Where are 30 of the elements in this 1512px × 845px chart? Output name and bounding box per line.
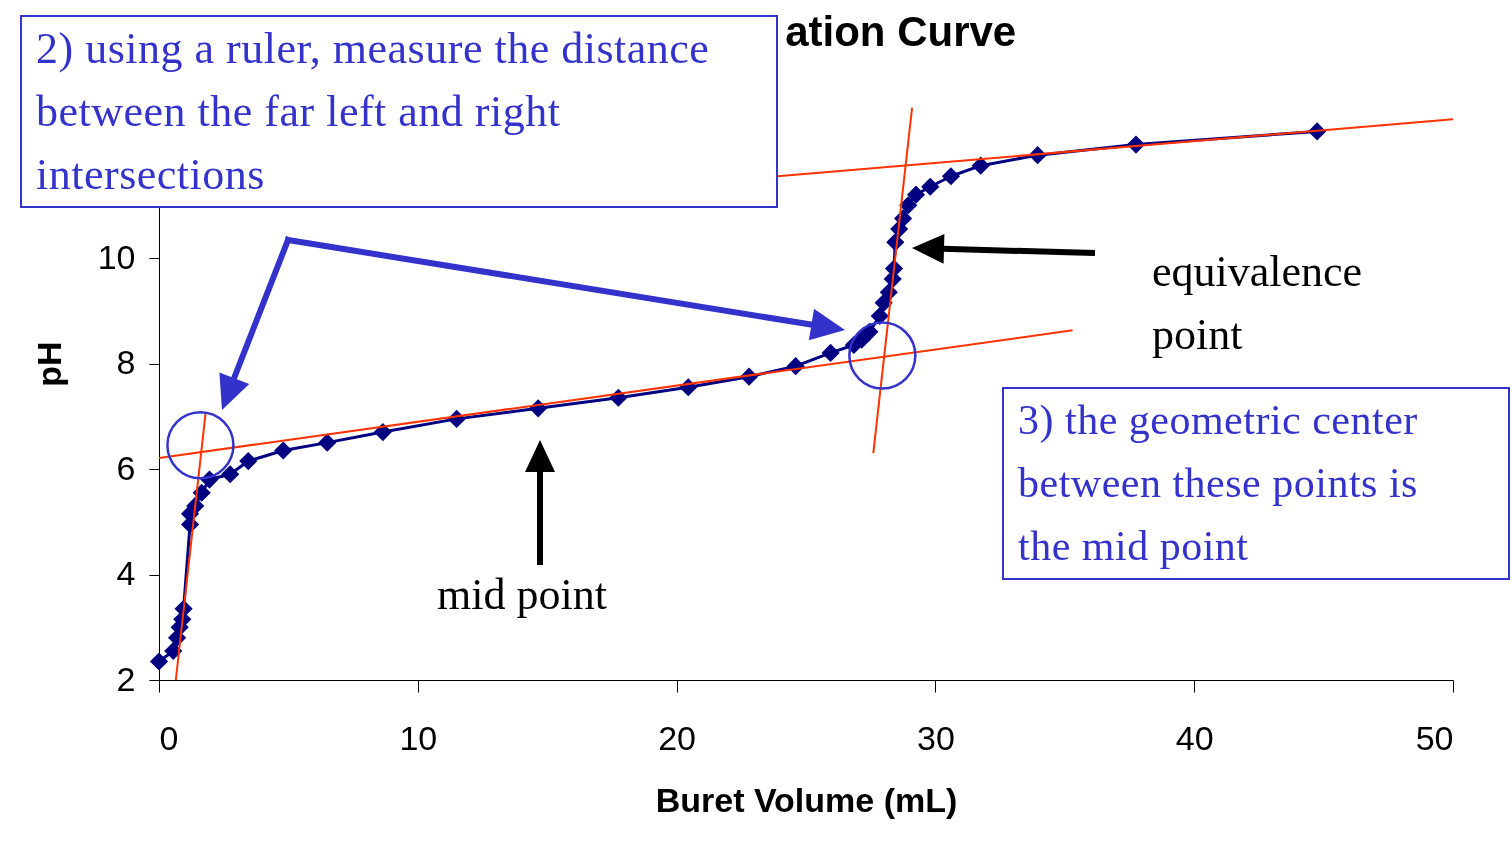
x-tick-label: 0 [159, 718, 179, 757]
x-tick-label: 40 [1175, 718, 1214, 757]
annotation: mid point [437, 569, 608, 621]
point [274, 441, 293, 460]
point [821, 343, 840, 363]
point [318, 433, 337, 452]
annotation: 3) the geometric center between these points is the mid point [1002, 387, 1510, 580]
x-tick-label: 20 [658, 718, 697, 757]
y-axis-title: pH [29, 341, 68, 387]
point [149, 652, 169, 671]
y-tick-label: 10 [97, 237, 136, 276]
y-tick-label: 2 [116, 659, 136, 698]
annotation: 2) using a ruler, measure the distance between the far left and right intersections [20, 15, 778, 208]
x-axis-title: Buret Volume (mL) [655, 780, 958, 819]
annotation: equivalence point [1152, 246, 1364, 361]
point [239, 452, 258, 471]
y-tick-label: 8 [116, 343, 136, 381]
x-tick-label: 30 [916, 718, 955, 757]
x-tick-label: 50 [1415, 718, 1454, 757]
x-tick-label: 10 [399, 718, 438, 757]
point [906, 185, 926, 204]
point [221, 465, 240, 484]
y-tick-label: 4 [116, 554, 136, 592]
point [373, 422, 392, 442]
point [899, 196, 918, 215]
point [941, 167, 961, 186]
point [971, 156, 990, 175]
point [921, 177, 940, 196]
chart-title: ation Curve [785, 8, 1017, 55]
y-tick-label: 6 [116, 448, 136, 487]
